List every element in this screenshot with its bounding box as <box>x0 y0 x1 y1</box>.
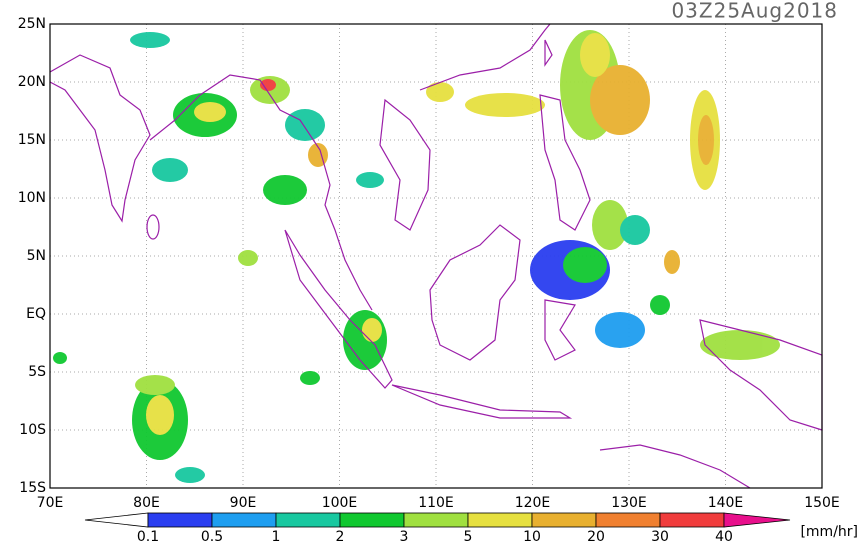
lat-label: 10N <box>18 190 46 206</box>
colorbar-box <box>147 512 213 528</box>
lon-label: 130E <box>611 495 647 511</box>
colorbar-box <box>659 512 725 528</box>
lat-label: 15N <box>18 132 46 148</box>
colorbar-label: 1 <box>272 529 281 544</box>
lat-label: 5N <box>27 248 46 264</box>
colorbar-label: 40 <box>715 529 733 544</box>
coastlines <box>49 23 823 489</box>
lon-label: 120E <box>515 495 551 511</box>
lon-label: 70E <box>37 495 64 511</box>
lat-label: 5S <box>28 364 46 380</box>
colorbar-box <box>403 512 469 528</box>
colorbar-box <box>275 512 341 528</box>
colorbar-label: 30 <box>651 529 669 544</box>
title: 03Z25Aug2018 <box>671 0 838 23</box>
lon-label: 90E <box>230 495 257 511</box>
lon-label: 100E <box>322 495 358 511</box>
frame <box>49 23 823 489</box>
colorbar-box <box>595 512 661 528</box>
precipitation <box>53 30 780 483</box>
colorbar-label: 3 <box>400 529 409 544</box>
colorbar-label: 2 <box>336 529 345 544</box>
lon-label: 110E <box>418 495 454 511</box>
colorbar-box <box>339 512 405 528</box>
lat-label: 20N <box>18 74 46 90</box>
lat-label: 15S <box>19 480 46 496</box>
lat-label: 25N <box>18 16 46 32</box>
colorbar: 0.1 0.5 1 2 3 5 10 20 30 40 [mm/hr] <box>84 512 858 544</box>
lat-label: EQ <box>26 306 46 322</box>
lon-label: 150E <box>804 495 840 511</box>
lon-label: 140E <box>708 495 744 511</box>
colorbar-label: 0.5 <box>201 529 223 544</box>
colorbar-unit: [mm/hr] <box>800 524 858 540</box>
colorbar-box <box>531 512 597 528</box>
colorbar-box <box>467 512 533 528</box>
lon-label: 80E <box>133 495 160 511</box>
colorbar-label: 20 <box>587 529 605 544</box>
colorbar-label: 5 <box>464 529 473 544</box>
colorbar-box <box>211 512 277 528</box>
colorbar-label: 0.1 <box>137 529 159 544</box>
colorbar-label: 10 <box>523 529 541 544</box>
lat-label: 10S <box>19 422 46 438</box>
colorbar-over <box>723 512 791 528</box>
